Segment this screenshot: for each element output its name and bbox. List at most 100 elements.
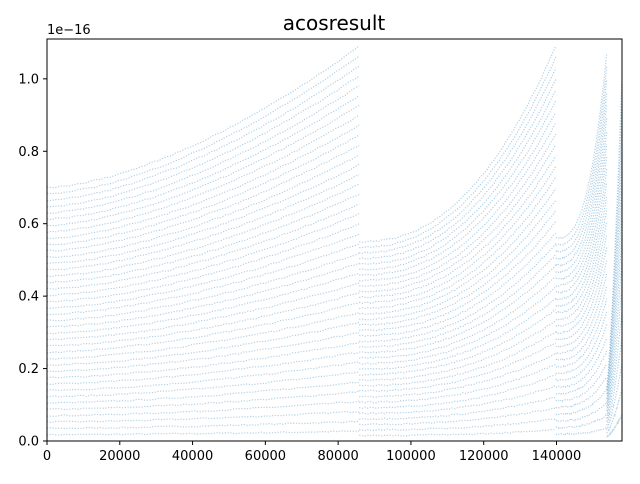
scatter-band: [606, 182, 623, 403]
scatter-band: [555, 92, 608, 260]
scatter-band: [359, 122, 557, 282]
scatter-band: [46, 282, 360, 341]
y-tick-label: 0.4: [18, 290, 39, 305]
y-tick-label: 0.8: [18, 145, 39, 160]
scatter-band: [359, 155, 557, 299]
scatter-band: [555, 79, 608, 254]
scatter-band: [46, 292, 360, 347]
chart-title: acosresult: [283, 11, 386, 35]
scatter-band: [359, 221, 557, 332]
scatter-band: [359, 176, 557, 310]
scatter-band: [555, 388, 608, 416]
scatter-band: [358, 165, 557, 304]
scatter-band: [359, 144, 557, 293]
scatter-band: [46, 430, 360, 436]
scatter-points: [46, 45, 623, 439]
scatter-band: [555, 285, 608, 362]
scatter-band: [46, 342, 360, 379]
scatter-band: [46, 203, 360, 290]
scatter-band: [46, 55, 360, 195]
axes: 0 20000 40000 60000 80000 100000 120000 140000 0…: [18, 38, 623, 464]
scatter-band: [359, 100, 557, 271]
scatter-band: [555, 104, 608, 267]
scatter-band: [46, 371, 360, 398]
scatter-band: [555, 53, 608, 240]
scatter-band: [359, 418, 556, 432]
scatter-segment: [606, 78, 623, 439]
scatter-band: [359, 264, 557, 354]
scatter-band: [46, 311, 360, 360]
scatter-band: [46, 104, 360, 227]
scatter-band: [46, 272, 360, 335]
scatter-segment: [46, 45, 360, 436]
scatter-segment: [358, 46, 557, 437]
y-tick-label: 0.2: [18, 362, 39, 377]
scatter-band: [359, 298, 557, 370]
scatter-band: [359, 232, 557, 337]
x-tick-label: 40000: [172, 449, 213, 464]
scatter-band: [46, 75, 360, 208]
scatter-band: [359, 353, 557, 398]
scatter-band: [606, 130, 623, 395]
scatter-band: [47, 400, 360, 417]
scatter-band: [359, 209, 557, 327]
x-tick-label: 100000: [386, 449, 436, 464]
x-tick-label: 80000: [317, 449, 358, 464]
scatter-band: [606, 415, 623, 439]
scatter-band: [555, 350, 608, 396]
scatter-band: [46, 352, 360, 386]
scatter-band: [359, 46, 557, 243]
scatter-band: [359, 133, 557, 287]
x-tick-label: 120000: [459, 449, 509, 464]
scatter-band: [555, 376, 607, 409]
scatter-band: [555, 363, 608, 402]
scatter-band: [359, 286, 557, 365]
scatter-band: [359, 308, 557, 376]
scatter-band: [359, 320, 557, 382]
scatter-band: [359, 200, 557, 321]
scatter-band: [46, 95, 360, 221]
scatter-band: [555, 247, 608, 341]
scatter-band: [359, 253, 557, 348]
scatter-band: [555, 272, 608, 355]
scatter-band: [46, 223, 360, 303]
scatter-band: [555, 157, 608, 294]
scatter-band: [46, 321, 360, 367]
scatter-band: [606, 337, 623, 426]
scatter-band: [46, 420, 360, 430]
scatter-band: [46, 144, 360, 252]
scatter-band: [359, 112, 557, 276]
y-scale-offset-label: 1e−16: [47, 23, 91, 38]
scatter-band: [555, 234, 608, 335]
scatter-band: [606, 156, 623, 399]
scatter-band: [46, 381, 360, 405]
scatter-band: [606, 78, 623, 388]
scatter-band: [555, 260, 608, 348]
scatter-band: [359, 363, 557, 404]
plot-frame: [46, 38, 623, 442]
scatter-band: [46, 134, 360, 246]
scatter-band: [46, 212, 360, 297]
scatter-band: [47, 174, 360, 271]
scatter-band: [555, 131, 608, 280]
y-tick-label: 0.0: [18, 435, 39, 450]
scatter-band: [46, 85, 360, 215]
scatter-band: [46, 66, 360, 202]
scatter-band: [46, 332, 360, 373]
y-tick-label: 1.0: [18, 72, 39, 87]
scatter-band: [555, 66, 608, 247]
scatter-band: [46, 45, 360, 189]
x-tick-label: 60000: [245, 449, 286, 464]
scatter-segment: [555, 53, 608, 436]
scatter-band: [359, 428, 556, 437]
scatter-band: [46, 193, 360, 284]
scatter-band: [555, 221, 608, 328]
scatter-band: [555, 169, 608, 301]
scatter-band: [555, 311, 608, 375]
x-tick-label: 0: [43, 449, 51, 464]
scatter-band: [46, 154, 360, 258]
scatter-band: [606, 389, 623, 434]
scatter-band: [359, 331, 557, 387]
